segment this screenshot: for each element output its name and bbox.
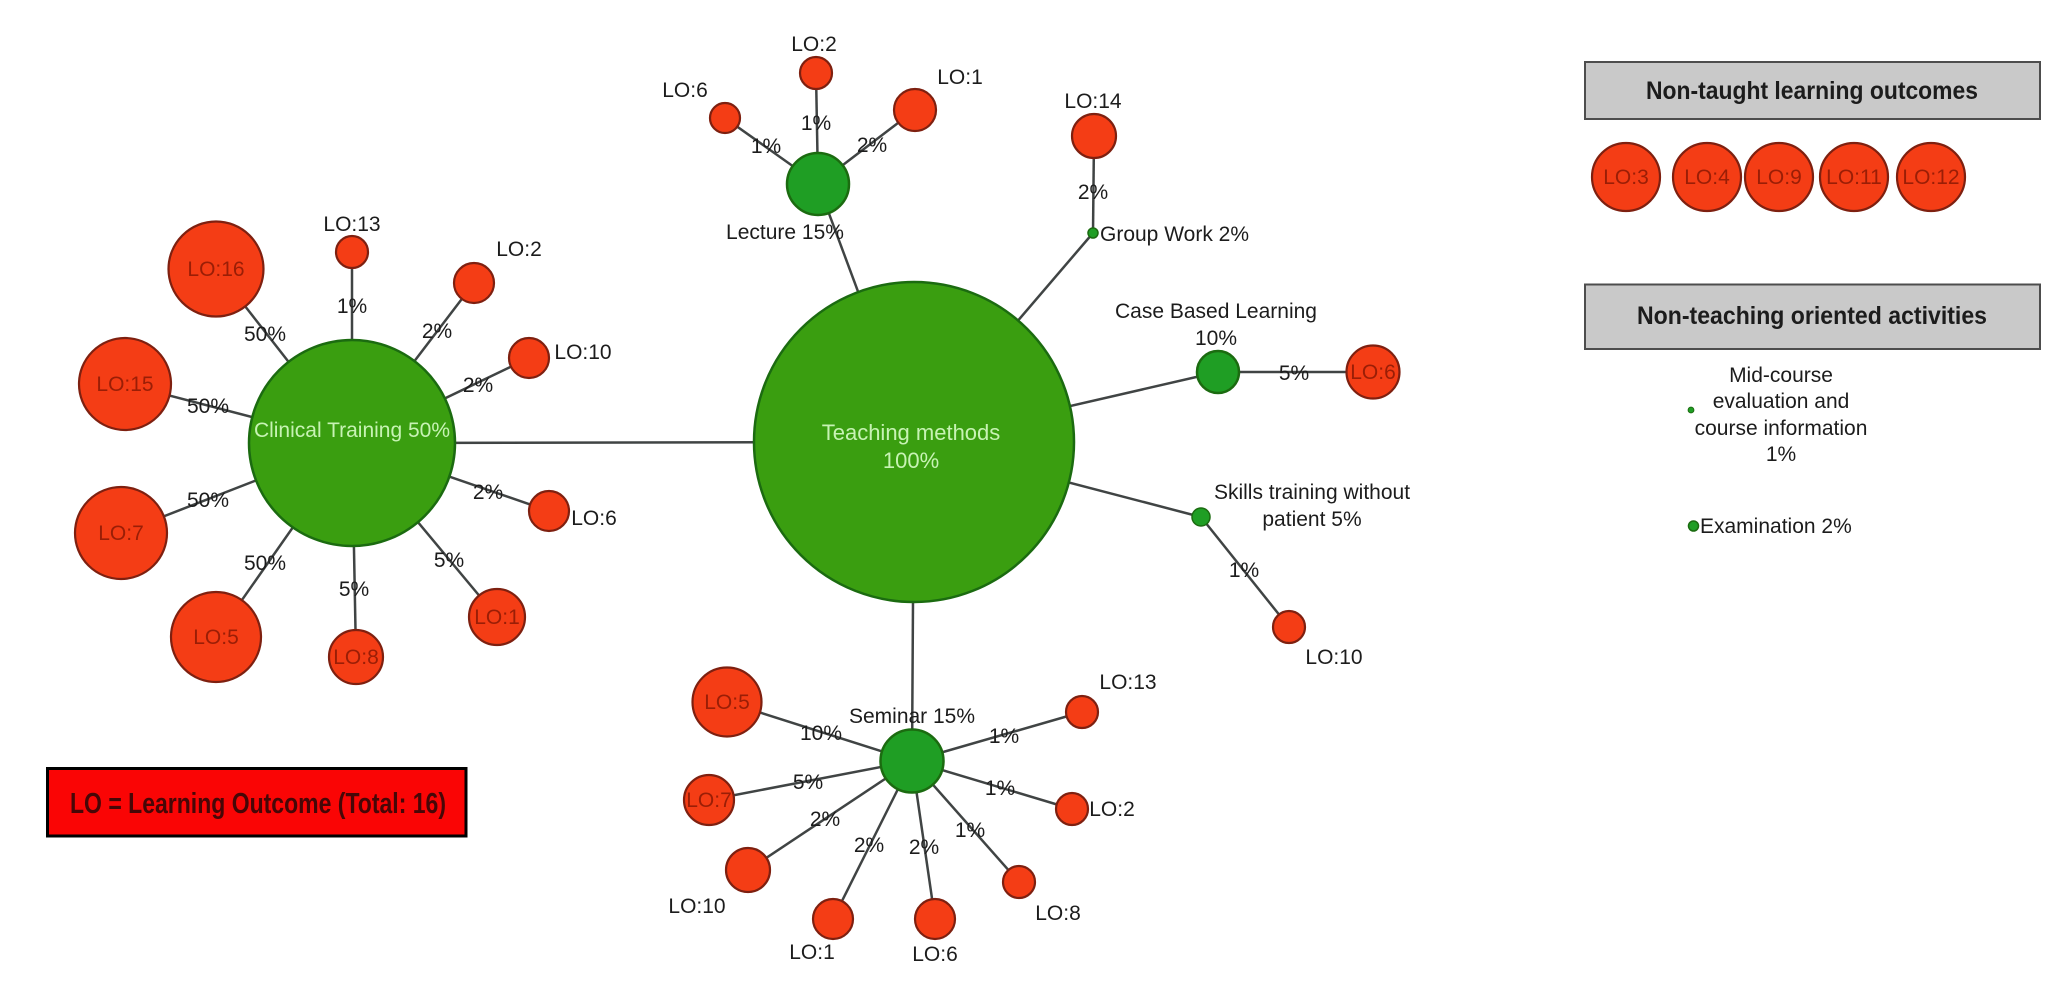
svg-text:LO:10: LO:10 bbox=[1305, 646, 1362, 669]
svg-text:patient 5%: patient 5% bbox=[1262, 508, 1361, 531]
svg-text:LO:1: LO:1 bbox=[474, 606, 520, 629]
svg-text:LO:10: LO:10 bbox=[554, 341, 611, 364]
svg-text:50%: 50% bbox=[244, 552, 286, 575]
svg-text:1%: 1% bbox=[1766, 443, 1796, 466]
svg-text:Group Work 2%: Group Work 2% bbox=[1100, 223, 1249, 246]
svg-text:2%: 2% bbox=[1078, 181, 1108, 204]
svg-text:LO:12: LO:12 bbox=[1902, 166, 1959, 189]
svg-text:100%: 100% bbox=[883, 448, 939, 473]
svg-text:LO:6: LO:6 bbox=[912, 943, 958, 966]
svg-text:5%: 5% bbox=[1279, 362, 1309, 385]
svg-text:2%: 2% bbox=[854, 834, 884, 857]
svg-text:2%: 2% bbox=[463, 374, 493, 397]
svg-text:1%: 1% bbox=[751, 135, 781, 158]
svg-text:1%: 1% bbox=[955, 819, 985, 842]
svg-text:1%: 1% bbox=[337, 295, 367, 318]
svg-text:Teaching methods: Teaching methods bbox=[822, 420, 1001, 445]
svg-text:Seminar 15%: Seminar 15% bbox=[849, 705, 975, 728]
svg-text:LO:2: LO:2 bbox=[791, 33, 837, 56]
svg-text:LO:2: LO:2 bbox=[496, 238, 542, 261]
svg-text:10%: 10% bbox=[800, 722, 842, 745]
svg-text:LO = Learning Outcome (Total:: LO = Learning Outcome (Total: 16) bbox=[70, 788, 446, 820]
svg-text:LO:11: LO:11 bbox=[1826, 166, 1882, 189]
svg-text:LO:14: LO:14 bbox=[1064, 90, 1122, 113]
svg-text:Mid-course: Mid-course bbox=[1729, 364, 1833, 387]
svg-text:Clinical Training 50%: Clinical Training 50% bbox=[254, 419, 450, 442]
svg-text:LO:8: LO:8 bbox=[333, 646, 379, 669]
svg-text:LO:15: LO:15 bbox=[96, 373, 153, 396]
svg-text:1%: 1% bbox=[801, 112, 831, 135]
svg-text:5%: 5% bbox=[793, 771, 823, 794]
svg-text:LO:6: LO:6 bbox=[1350, 361, 1396, 384]
svg-text:2%: 2% bbox=[810, 808, 840, 831]
svg-text:50%: 50% bbox=[187, 489, 229, 512]
svg-text:evaluation and: evaluation and bbox=[1713, 390, 1850, 413]
svg-text:1%: 1% bbox=[985, 777, 1015, 800]
svg-text:Case Based Learning: Case Based Learning bbox=[1115, 300, 1317, 323]
svg-text:LO:10: LO:10 bbox=[668, 895, 725, 918]
svg-text:LO:7: LO:7 bbox=[686, 789, 732, 812]
svg-text:5%: 5% bbox=[434, 549, 464, 572]
svg-text:Non-taught learning outcomes: Non-taught learning outcomes bbox=[1646, 77, 1978, 105]
svg-text:5%: 5% bbox=[339, 578, 369, 601]
svg-text:LO:13: LO:13 bbox=[323, 213, 380, 236]
svg-text:Skills training without: Skills training without bbox=[1214, 481, 1410, 504]
svg-text:LO:4: LO:4 bbox=[1684, 166, 1730, 189]
svg-text:LO:1: LO:1 bbox=[789, 941, 835, 964]
svg-text:50%: 50% bbox=[187, 395, 229, 418]
svg-text:Non-teaching oriented activiti: Non-teaching oriented activities bbox=[1637, 302, 1987, 330]
svg-text:50%: 50% bbox=[244, 323, 286, 346]
svg-text:LO:9: LO:9 bbox=[1756, 166, 1802, 189]
svg-text:Examination 2%: Examination 2% bbox=[1700, 515, 1852, 538]
svg-text:course information: course information bbox=[1695, 417, 1868, 440]
svg-text:1%: 1% bbox=[1229, 559, 1259, 582]
svg-text:LO:13: LO:13 bbox=[1099, 671, 1156, 694]
svg-text:LO:2: LO:2 bbox=[1089, 798, 1135, 821]
svg-text:2%: 2% bbox=[422, 320, 452, 343]
svg-text:LO:8: LO:8 bbox=[1035, 902, 1081, 925]
svg-text:LO:16: LO:16 bbox=[187, 258, 244, 281]
svg-text:2%: 2% bbox=[857, 134, 887, 157]
svg-text:LO:3: LO:3 bbox=[1603, 166, 1649, 189]
svg-text:2%: 2% bbox=[909, 836, 939, 859]
svg-text:LO:5: LO:5 bbox=[704, 691, 750, 714]
svg-text:LO:6: LO:6 bbox=[662, 79, 708, 102]
svg-text:Lecture 15%: Lecture 15% bbox=[726, 221, 844, 244]
svg-text:10%: 10% bbox=[1195, 327, 1237, 350]
svg-text:2%: 2% bbox=[473, 481, 503, 504]
svg-text:LO:7: LO:7 bbox=[98, 522, 144, 545]
svg-text:LO:6: LO:6 bbox=[571, 507, 617, 530]
svg-text:LO:1: LO:1 bbox=[937, 66, 983, 89]
svg-text:LO:5: LO:5 bbox=[193, 626, 239, 649]
svg-text:1%: 1% bbox=[989, 725, 1019, 748]
